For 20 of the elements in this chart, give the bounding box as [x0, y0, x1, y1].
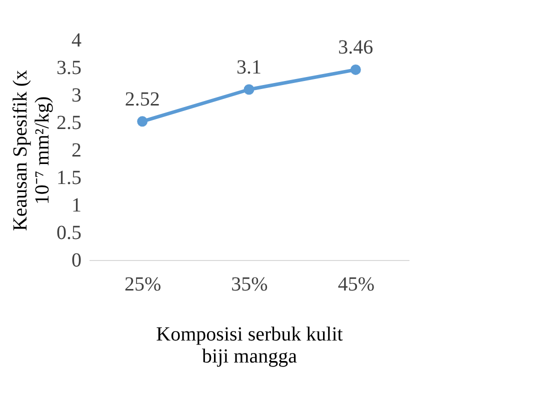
y-tick-label: 4: [72, 30, 82, 52]
x-tick-label: 35%: [231, 274, 268, 296]
y-tick-label: 3.5: [56, 57, 82, 79]
point: [244, 84, 254, 95]
x-axis-title: Komposisi serbuk kulit biji mangga: [156, 324, 344, 368]
y-tick-label: 2: [72, 140, 82, 162]
y-tick-label: 1.5: [56, 167, 82, 189]
x-tick-label: 25%: [124, 274, 162, 296]
y-tick-label: 0.5: [56, 222, 82, 244]
y-tick-label: 0: [72, 250, 82, 272]
data-label: 3.46: [338, 36, 374, 59]
y-tick-label: 2.5: [56, 112, 82, 134]
point: [350, 64, 361, 75]
x-tick-label: 45%: [338, 274, 375, 296]
point: [137, 116, 148, 127]
y-tick-label: 1: [72, 194, 82, 216]
y-axis-title: Keausan Spesifik (x 10⁻⁷ mm²/kg): [10, 70, 54, 232]
data-label: 2.52: [124, 88, 160, 110]
data-label: 3.1: [236, 56, 262, 78]
y-tick-label: 3: [72, 84, 82, 106]
